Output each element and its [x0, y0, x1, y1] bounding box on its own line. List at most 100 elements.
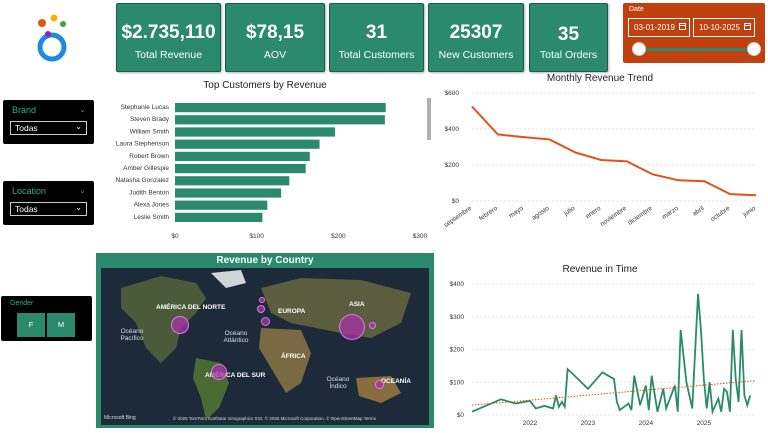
map-title: Revenue by Country — [216, 255, 314, 266]
bar-1 — [175, 115, 385, 125]
x-tick-label: marzo — [661, 205, 680, 221]
x-tick-label: 2025 — [697, 420, 712, 427]
x-tick-label: septiembre — [443, 205, 474, 229]
kpi-value: $78,15 — [245, 22, 305, 43]
y-tick-label: $400 — [445, 126, 460, 133]
chevron-down-icon[interactable]: ⌄ — [79, 186, 86, 195]
map-label-asia: ASIA — [349, 301, 365, 308]
location-dropdown[interactable]: Todas ⌄ — [10, 202, 87, 216]
kpi-label: Total Revenue — [134, 49, 203, 61]
end-date-value: 10-10-2025 — [699, 23, 740, 32]
y-tick-label: $300 — [450, 314, 465, 321]
x-tick-label: $0 — [171, 233, 179, 240]
x-tick-label: julio — [562, 205, 577, 218]
bar-4 — [175, 151, 310, 161]
bar-3 — [175, 139, 320, 149]
x-tick-label: 2024 — [639, 420, 654, 427]
calendar-icon[interactable] — [744, 23, 751, 30]
y-tick-label: $0 — [452, 198, 460, 205]
location-slicer: Location ⌄ Todas ⌄ — [3, 181, 94, 225]
y-tick-label: $200 — [450, 347, 465, 354]
map-bubble-japan[interactable] — [369, 322, 376, 329]
bar-0 — [175, 103, 386, 113]
date-slider-track[interactable] — [638, 48, 753, 51]
revenue-line — [471, 293, 752, 416]
bar-category-label: Alexa Jones — [134, 202, 170, 209]
map-label-europe: EUROPA — [278, 308, 306, 315]
map-label-pacific: Océano Pacífico — [120, 328, 144, 342]
trend-line — [471, 380, 757, 406]
x-tick-label: 2022 — [523, 420, 538, 427]
chevron-down-icon[interactable]: ⌄ — [79, 105, 86, 114]
kpi-total-orders: 35 Total Orders — [529, 3, 608, 72]
map-bubble-brazil[interactable] — [211, 364, 227, 380]
end-date-input[interactable]: 10-10-2025 — [693, 18, 755, 37]
bar-7 — [175, 188, 282, 198]
brand-slicer-title: Brand — [12, 105, 37, 115]
chevron-down-icon[interactable]: ⌄ — [75, 122, 82, 131]
kpi-aov: $78,15 AOV — [225, 3, 325, 72]
start-date-value: 03-01-2019 — [634, 23, 675, 32]
map-bubble-china[interactable] — [339, 314, 365, 340]
x-tick-label: $200 — [331, 233, 346, 240]
map-attribution[interactable]: © 2025 TomTom, Earthstar Geographics SIO… — [173, 416, 376, 421]
app-logo — [30, 10, 74, 66]
x-tick-label: $300 — [413, 233, 428, 240]
date-slider-end-handle[interactable] — [747, 42, 761, 56]
x-tick-label: junio — [741, 205, 757, 219]
start-date-input[interactable]: 03-01-2019 — [628, 18, 690, 37]
kpi-label: New Customers — [438, 49, 514, 61]
brand-slicer: Brand ⌄ Todas ⌄ — [3, 100, 94, 144]
y-tick-label: $200 — [445, 162, 460, 169]
location-slicer-title: Location — [12, 186, 47, 196]
bar-category-label: Natasha Gonzalez — [116, 177, 169, 184]
map-bubble-australia[interactable] — [375, 380, 384, 389]
x-tick-label: mayo — [508, 205, 525, 220]
map-bubble-uk[interactable] — [257, 305, 265, 313]
brand-dropdown-value: Todas — [15, 123, 38, 133]
map-bubble-canada[interactable] — [259, 297, 265, 303]
chevron-down-icon[interactable]: ⌄ — [75, 203, 82, 212]
revenue-in-time-chart: $0 $100 $200 $300 $400 2022 2023 2024 2025 — [450, 281, 757, 427]
kpi-label: Total Customers — [338, 49, 415, 61]
map-bubble-europe[interactable] — [261, 317, 270, 326]
kpi-value: 31 — [365, 22, 388, 43]
kpi-label: Total Orders — [539, 49, 598, 61]
map-label-africa: ÁFRICA — [281, 353, 306, 360]
bar-category-label: Steven Brady — [130, 116, 170, 123]
map-bubble-usa[interactable] — [171, 316, 189, 334]
x-tick-label: octubre — [710, 205, 732, 223]
date-slicer-title: Date — [629, 6, 644, 13]
x-tick-label: febrero — [478, 205, 499, 223]
bar-9 — [175, 212, 263, 222]
date-slider-start-handle[interactable] — [632, 42, 646, 56]
revenue-in-time-title: Revenue in Time — [562, 264, 638, 275]
map-label-south-america: AMÉRICA DEL SUR — [205, 372, 266, 379]
kpi-total-customers: 31 Total Customers — [329, 3, 424, 72]
y-tick-label: $100 — [450, 379, 465, 386]
brand-dropdown[interactable]: Todas ⌄ — [10, 121, 87, 135]
bar-category-label: Laura Stephenson — [116, 141, 170, 148]
bar-category-label: Amber Gillespie — [123, 165, 169, 172]
bar-8 — [175, 200, 268, 210]
map-label-oceania: OCEANÍA — [381, 378, 411, 385]
kpi-label: AOV — [263, 49, 287, 61]
x-tick-label: noviembre — [599, 205, 628, 228]
monthly-revenue-chart: $0 $200 $400 $600 septiembre febrero mayo agost… — [443, 90, 758, 229]
calendar-icon[interactable] — [679, 23, 686, 30]
kpi-value: 35 — [557, 24, 580, 45]
bar-category-label: Stephanie Lucas — [121, 104, 170, 111]
date-range-slicer: Date 03-01-2019 10-10-2025 — [623, 3, 765, 63]
y-tick-label: $0 — [457, 412, 465, 419]
gender-option-m[interactable]: M — [47, 313, 75, 337]
scrollbar-thumb[interactable] — [427, 98, 431, 140]
revenue-map[interactable]: AMÉRICA DEL NORTE EUROPA ASIA ÁFRICA AMÉ… — [101, 268, 429, 425]
gender-option-f[interactable]: F — [17, 313, 45, 337]
x-tick-label: 2023 — [581, 420, 596, 427]
top-customers-chart: Stephanie Lucas Steven Brady William Smith… — [116, 98, 431, 240]
world-landmass — [121, 270, 411, 420]
location-dropdown-value: Todas — [15, 204, 38, 214]
kpi-total-revenue: $2.735,110 Total Revenue — [116, 3, 221, 72]
map-label-indian: Océano Índico — [326, 376, 350, 390]
x-tick-label: $100 — [249, 233, 264, 240]
